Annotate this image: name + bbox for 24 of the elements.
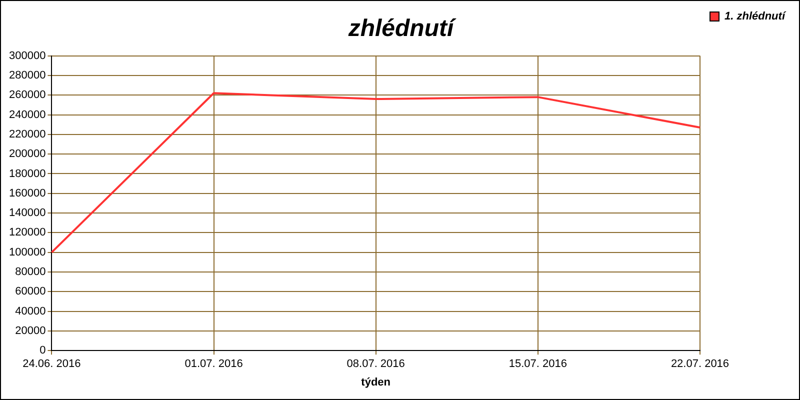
y-tick-label: 0 xyxy=(40,344,46,357)
x-tick-label: 01.07. 2016 xyxy=(184,358,243,370)
y-tick-label: 260000 xyxy=(8,89,46,102)
y-tick-label: 20000 xyxy=(15,324,46,337)
y-tick-label: 40000 xyxy=(15,305,46,318)
y-tick-label: 80000 xyxy=(15,266,46,278)
y-tick-label: 240000 xyxy=(8,108,46,121)
y-tick-label: 60000 xyxy=(15,286,46,298)
x-tick-label: 22.07. 2016 xyxy=(670,358,730,370)
x-tick-label: 08.07. 2016 xyxy=(346,358,405,370)
x-tick-label: 15.07. 2016 xyxy=(508,358,567,370)
y-tick-label: 160000 xyxy=(8,187,46,200)
y-tick-label: 180000 xyxy=(8,168,46,180)
y-tick-label: 300000 xyxy=(8,50,46,62)
y-tick-label: 280000 xyxy=(8,69,46,82)
y-tick-label: 120000 xyxy=(8,226,46,239)
y-tick-label: 140000 xyxy=(8,207,46,220)
y-tick-label: 200000 xyxy=(8,148,46,160)
x-tick-label: 24.06. 2016 xyxy=(22,358,81,370)
legend-label: 1. zhlédnutí xyxy=(724,10,787,23)
y-tick-label: 220000 xyxy=(8,128,46,140)
y-tick-label: 100000 xyxy=(8,246,46,258)
chart-title: zhlédnutí xyxy=(347,15,457,42)
x-axis-title: týden xyxy=(361,376,391,388)
